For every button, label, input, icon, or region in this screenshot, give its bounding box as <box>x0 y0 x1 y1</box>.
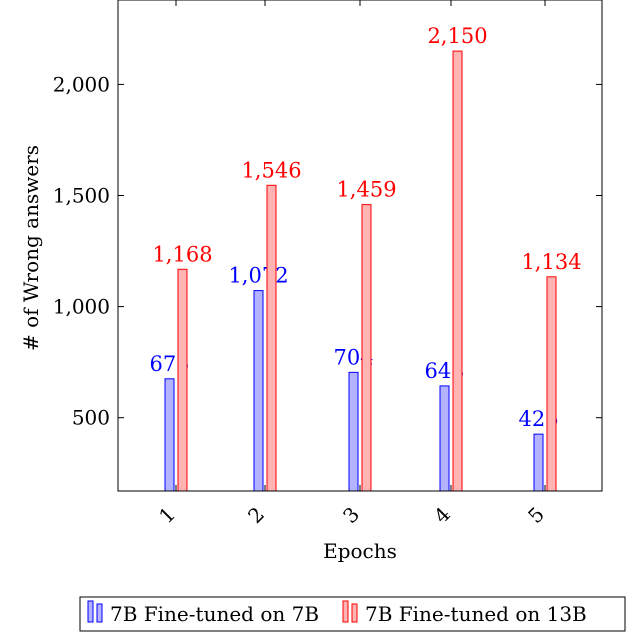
bar-13b-epoch-5 <box>546 276 557 492</box>
bar-13b-epoch-2 <box>266 184 277 492</box>
legend-swatch-13b-b <box>351 603 358 623</box>
legend: 7B Fine-tuned on 7B 7B Fine-tuned on 13B <box>79 596 626 632</box>
bar-7b-epoch-1 <box>164 378 175 492</box>
data-label-13b-epoch-2: 1,546 <box>241 158 301 182</box>
y-tick-label-1500: 1,500 <box>53 184 110 208</box>
legend-swatch-7b-a <box>87 600 94 623</box>
y-tick-label-1000: 1,000 <box>53 295 110 319</box>
data-label-13b-epoch-3: 1,459 <box>336 178 396 202</box>
data-label-7b-epoch-2: 1,072 <box>228 264 288 288</box>
x-tick-label-5: 5 <box>523 502 549 528</box>
bar-13b-epoch-1 <box>177 268 188 492</box>
x-tick-label-4: 4 <box>429 502 455 528</box>
bar-7b-epoch-3 <box>348 371 359 492</box>
y-tick-label-500: 500 <box>72 406 110 430</box>
x-tick-label-1: 1 <box>154 502 180 528</box>
x-tick-label-2: 2 <box>243 502 269 528</box>
legend-label-13b: 7B Fine-tuned on 13B <box>365 602 587 626</box>
data-label-13b-epoch-1: 1,168 <box>152 242 212 266</box>
y-tick-label-2000: 2,000 <box>53 72 110 96</box>
data-label-13b-epoch-5: 1,134 <box>521 250 581 274</box>
y-axis-label: # of Wrong answers <box>19 145 43 351</box>
data-label-13b-epoch-4: 2,150 <box>427 24 487 48</box>
x-axis-label: Epochs <box>323 539 397 563</box>
legend-swatch-7b-b <box>96 603 103 623</box>
bar-13b-epoch-4 <box>452 50 463 492</box>
x-tick-label-3: 3 <box>338 502 364 528</box>
bar-7b-epoch-5 <box>533 433 544 492</box>
bar-13b-epoch-3 <box>361 204 372 492</box>
bar-7b-epoch-4 <box>439 385 450 492</box>
legend-label-7b: 7B Fine-tuned on 7B <box>110 602 319 626</box>
bar-7b-epoch-2 <box>253 290 264 492</box>
legend-swatch-13b-a <box>342 600 349 623</box>
